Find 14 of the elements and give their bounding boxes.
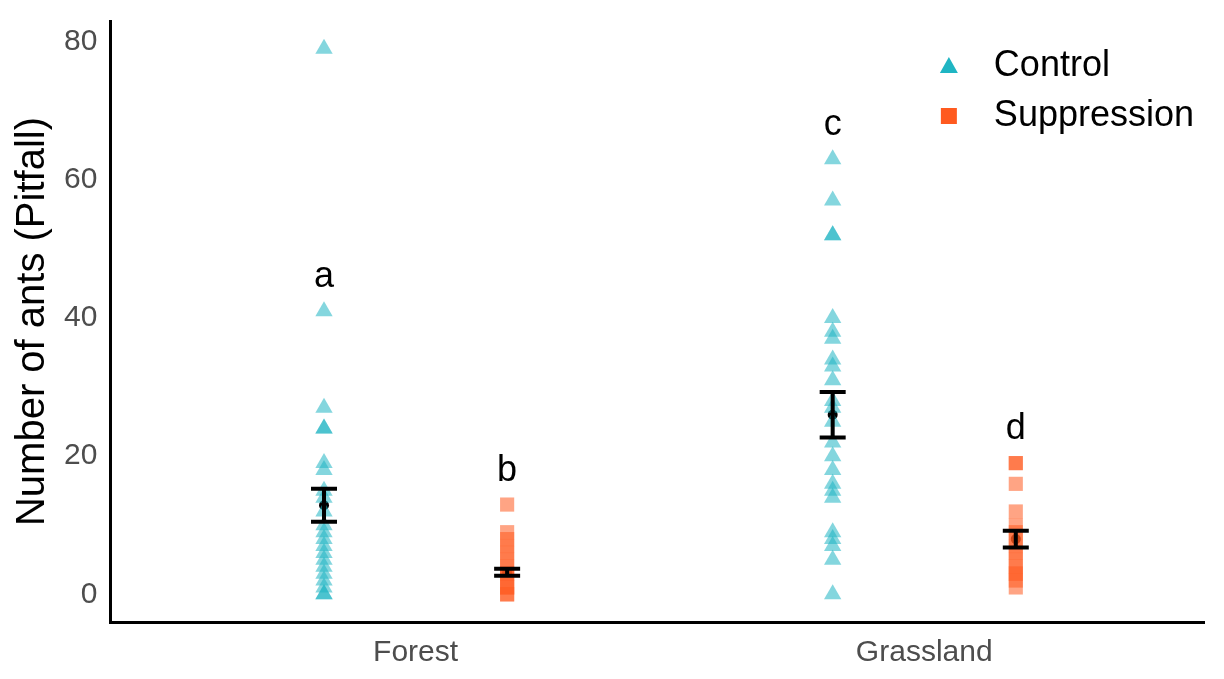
y-axis-title: Number of ants (Pitfall)	[8, 116, 53, 527]
annotation: d	[1005, 406, 1026, 448]
annotation: c	[823, 102, 842, 144]
y-tick-label: 0	[80, 575, 98, 609]
y-tick-label: 20	[63, 437, 98, 471]
x-tick-label: Forest	[373, 634, 459, 668]
y-tick-label: 60	[63, 161, 98, 195]
annotation: b	[497, 447, 518, 489]
y-tick-label: 40	[63, 299, 98, 333]
legend-label: Suppression	[993, 92, 1195, 134]
x-tick-label: Grassland	[855, 634, 993, 668]
y-tick-label: 80	[63, 22, 98, 56]
legend-label: Control	[993, 42, 1110, 84]
annotation: a	[313, 254, 335, 296]
